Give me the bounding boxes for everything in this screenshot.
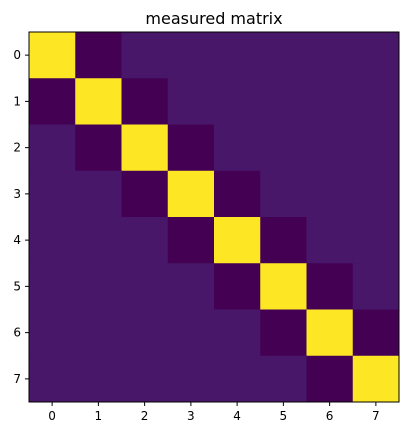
heatmap-cell-r1-c4 — [214, 78, 261, 125]
heatmap-cell-r6-c2 — [121, 309, 169, 357]
heatmap-cell-r5-c3 — [167, 263, 215, 310]
heatmap-cell-r2-c3 — [167, 124, 215, 172]
heatmap-cell-r1-c0 — [29, 78, 76, 125]
x-tick-label-3: 3 — [187, 409, 195, 423]
x-tick-label-0: 0 — [48, 409, 56, 423]
heatmap-cell-r1-c2 — [121, 78, 169, 125]
heatmap-cell-r7-c3 — [167, 355, 215, 403]
heatmap-cell-r2-c6 — [306, 124, 354, 172]
heatmap-cell-r5-c1 — [75, 263, 122, 310]
heatmap-cell-r5-c5 — [260, 263, 307, 310]
heatmap-cell-r1-c5 — [260, 78, 307, 125]
heatmap-cell-r4-c5 — [260, 217, 307, 264]
y-tick-label-1: 1 — [13, 94, 21, 108]
heatmap-cell-r3-c5 — [260, 170, 307, 218]
x-axis: 0 1 2 3 4 5 6 7 — [48, 402, 380, 423]
heatmap-cell-r1-c1 — [75, 78, 122, 125]
plot-frame — [28, 31, 400, 403]
heatmap-cell-r2-c5 — [260, 124, 307, 172]
y-tick-label-7: 7 — [13, 372, 21, 386]
heatmap-cell-r0-c6 — [306, 32, 354, 79]
heatmap-cell-r5-c7 — [352, 263, 400, 310]
x-tick-label-7: 7 — [372, 409, 380, 423]
heatmap-cell-r4-c6 — [306, 217, 354, 264]
heatmap-cell-r3-c4 — [214, 170, 261, 218]
heatmap-cell-r7-c6 — [306, 355, 354, 403]
heatmap-cell-r7-c7 — [352, 355, 400, 403]
heatmap-cell-r3-c2 — [121, 170, 169, 218]
heatmap-cell-r5-c0 — [29, 263, 76, 310]
y-axis: 0 1 2 3 4 5 6 7 — [13, 48, 29, 386]
heatmap-cell-r4-c2 — [121, 217, 169, 264]
heatmap-cell-r5-c2 — [121, 263, 169, 310]
heatmap-cell-r0-c0 — [29, 32, 76, 79]
heatmap-cell-r3-c6 — [306, 170, 354, 218]
heatmap-cell-r1-c6 — [306, 78, 354, 125]
heatmap-cell-r4-c7 — [352, 217, 400, 264]
x-tick-label-6: 6 — [326, 409, 334, 423]
heatmap-cell-r4-c0 — [29, 217, 76, 264]
heatmap-cell-r4-c3 — [167, 217, 215, 264]
heatmap-cell-r6-c7 — [352, 309, 400, 357]
y-tick-label-2: 2 — [13, 141, 21, 155]
heatmap-cell-r5-c4 — [214, 263, 261, 310]
heatmap-cell-r1-c3 — [167, 78, 215, 125]
y-tick-label-5: 5 — [13, 279, 21, 293]
heatmap-cell-r0-c4 — [214, 32, 261, 79]
heatmap-cell-r7-c0 — [29, 355, 76, 403]
x-tick-label-5: 5 — [280, 409, 288, 423]
y-tick-label-4: 4 — [13, 233, 21, 247]
heatmap-cell-r6-c0 — [29, 309, 76, 357]
heatmap-cell-r7-c1 — [75, 355, 122, 403]
heatmap-cell-r2-c2 — [121, 124, 169, 172]
heatmap-cell-r6-c5 — [260, 309, 307, 357]
y-tick-label-3: 3 — [13, 187, 21, 201]
x-tick-label-1: 1 — [95, 409, 103, 423]
heatmap-cell-r7-c2 — [121, 355, 169, 403]
x-tick-label-4: 4 — [233, 409, 241, 423]
x-tick-label-2: 2 — [141, 409, 149, 423]
heatmap-cell-r2-c4 — [214, 124, 261, 172]
heatmap-cell-r0-c5 — [260, 32, 307, 79]
heatmap-cell-r0-c3 — [167, 32, 215, 79]
heatmap-cell-r6-c3 — [167, 309, 215, 357]
heatmap-cell-r0-c7 — [352, 32, 400, 79]
chart-title: measured matrix — [145, 9, 282, 28]
heatmap-cell-r7-c4 — [214, 355, 261, 403]
heatmap-cell-r4-c1 — [75, 217, 122, 264]
heatmap-cell-r6-c4 — [214, 309, 261, 357]
heatmap-cell-r1-c7 — [352, 78, 400, 125]
y-tick-label-6: 6 — [13, 326, 21, 340]
heatmap-cell-r2-c7 — [352, 124, 400, 172]
heatmap-cells — [29, 32, 400, 403]
y-tick-label-0: 0 — [13, 48, 21, 62]
heatmap-cell-r2-c0 — [29, 124, 76, 172]
heatmap-cell-r7-c5 — [260, 355, 307, 403]
heatmap-cell-r3-c7 — [352, 170, 400, 218]
heatmap-cell-r3-c0 — [29, 170, 76, 218]
heatmap-cell-r0-c2 — [121, 32, 169, 79]
heatmap-cell-r6-c6 — [306, 309, 354, 357]
heatmap-cell-r2-c1 — [75, 124, 122, 172]
heatmap-cell-r4-c4 — [214, 217, 261, 264]
heatmap-cell-r6-c1 — [75, 309, 122, 357]
heatmap-cell-r3-c1 — [75, 170, 122, 218]
heatmap-cell-r0-c1 — [75, 32, 122, 79]
heatmap-cell-r3-c3 — [167, 170, 215, 218]
heatmap-cell-r5-c6 — [306, 263, 354, 310]
